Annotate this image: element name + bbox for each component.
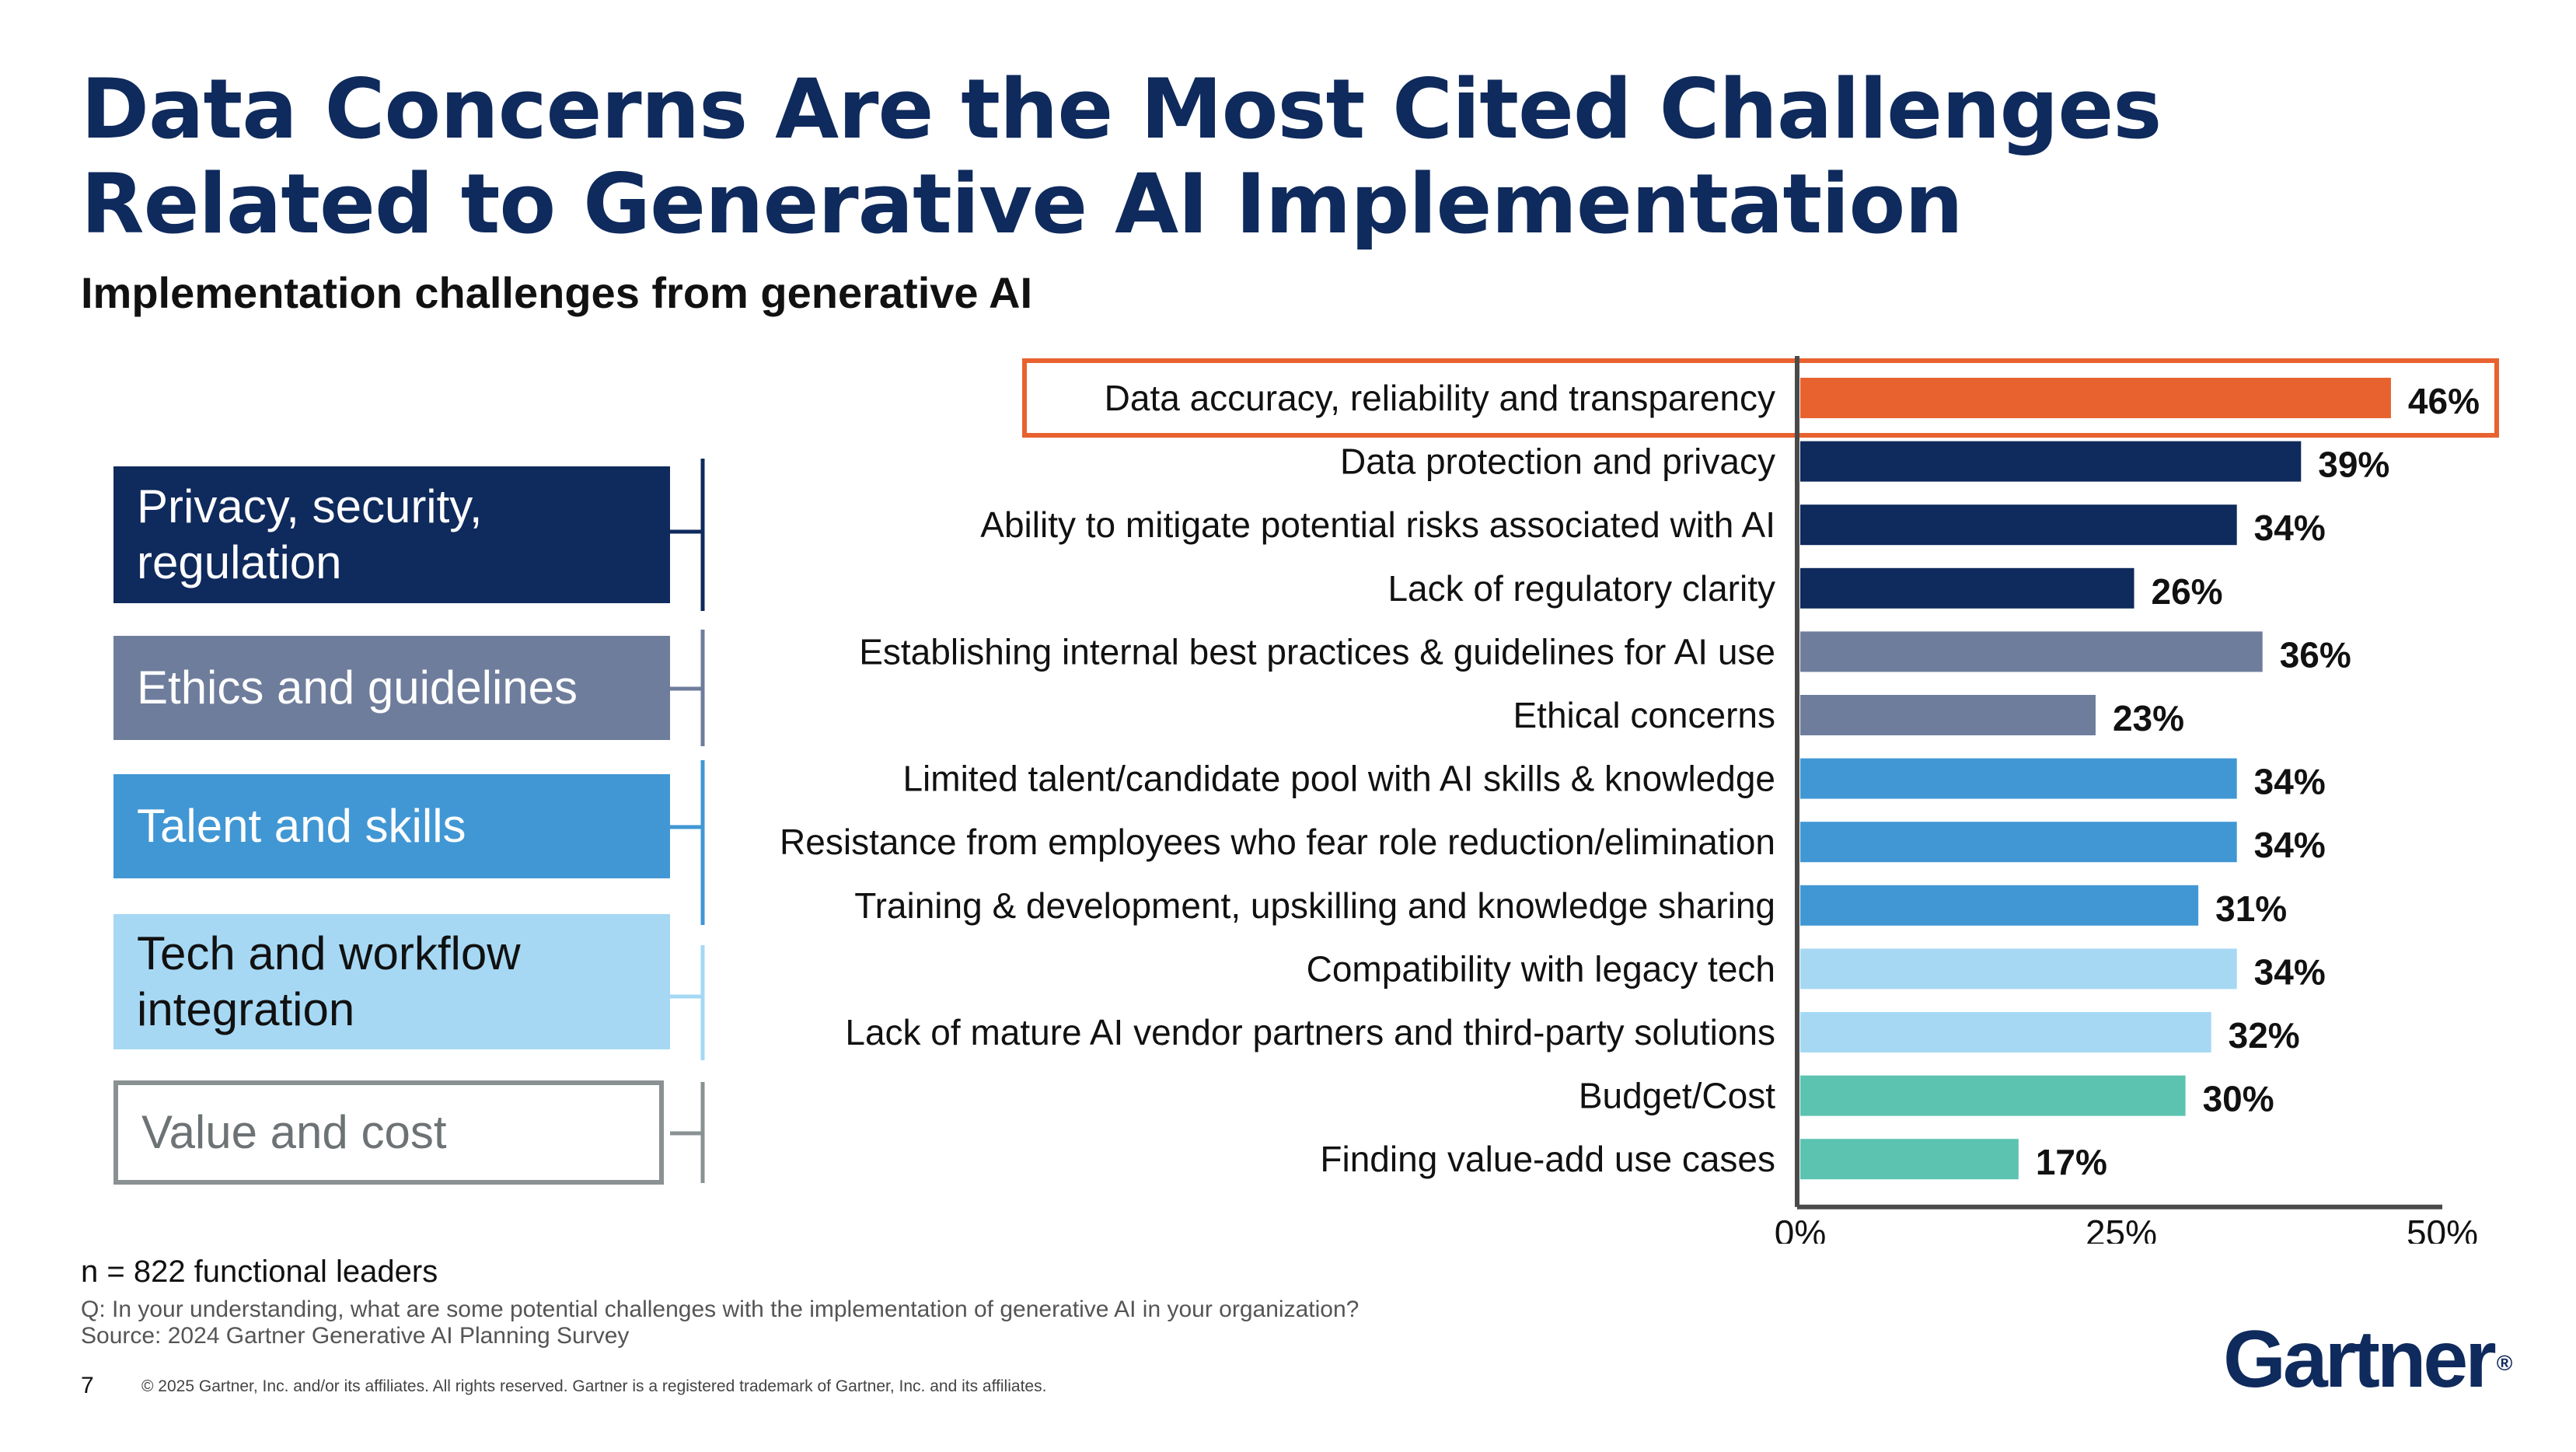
survey-question-note: Q: In your understanding, what are some … (81, 1297, 1360, 1322)
category-label-7: Limited talent/candidate pool with AI sk… (902, 759, 1775, 799)
value-label-8: 34% (2254, 825, 2326, 865)
value-label-9: 31% (2215, 888, 2287, 929)
value-label-13: 17% (2036, 1142, 2107, 1182)
bar-7 (1800, 758, 2237, 799)
value-label-11: 32% (2229, 1015, 2300, 1056)
highlight-box (1022, 358, 2499, 438)
group-box-tech: Tech and workflow integration (113, 914, 670, 1049)
value-label-2: 39% (2318, 445, 2389, 485)
bar-8 (1800, 822, 2237, 863)
registered-mark: ® (2496, 1351, 2513, 1375)
group-label-talent: Talent and skills (137, 800, 466, 852)
bar-13 (1800, 1139, 2019, 1180)
title-line-1: Data Concerns Are the Most Cited Challen… (81, 61, 2162, 157)
bar-4 (1800, 567, 2134, 609)
sample-size-note: n = 822 functional leaders (81, 1255, 438, 1289)
bar-5 (1800, 631, 2263, 672)
value-label-10: 34% (2254, 951, 2326, 992)
category-label-6: Ethical concerns (1513, 695, 1776, 735)
category-label-9: Training & development, upskilling and k… (854, 885, 1775, 926)
bar-3 (1800, 504, 2237, 546)
group-label-ethics: Ethics and guidelines (137, 661, 578, 714)
category-label-2: Data protection and privacy (1340, 442, 1775, 482)
bar-6 (1800, 695, 2096, 735)
category-label-8: Resistance from employees who fear role … (780, 822, 1775, 862)
category-label-3: Ability to mitigate potential risks asso… (980, 504, 1775, 545)
value-label-3: 34% (2254, 508, 2326, 548)
group-label-privacy: Privacy, security, regulation (137, 480, 483, 588)
group-box-talent: Talent and skills (113, 774, 670, 878)
group-label-value: Value and cost (141, 1106, 447, 1158)
page-title: Data Concerns Are the Most Cited Challen… (81, 61, 2162, 252)
source-note: Source: 2024 Gartner Generative AI Plann… (81, 1323, 630, 1349)
value-label-4: 26% (2152, 571, 2223, 612)
bar-11 (1800, 1012, 2211, 1052)
x-tick-label-2: 25% (2086, 1213, 2157, 1244)
page-number: 7 (81, 1373, 94, 1398)
group-box-value: Value and cost (113, 1080, 664, 1185)
category-label-13: Finding value-add use cases (1320, 1139, 1775, 1179)
group-box-ethics: Ethics and guidelines (113, 636, 670, 740)
category-label-11: Lack of mature AI vendor partners and th… (845, 1012, 1775, 1052)
bar-9 (1800, 885, 2199, 926)
value-label-6: 23% (2113, 698, 2184, 738)
bar-12 (1800, 1075, 2186, 1116)
chart-subtitle: Implementation challenges from generativ… (81, 268, 1033, 317)
bar-10 (1800, 948, 2237, 990)
value-label-5: 36% (2280, 634, 2351, 675)
logo-text: Gartner (2223, 1314, 2497, 1405)
gartner-logo: Gartner ® (2223, 1314, 2512, 1406)
group-label-tech: Tech and workflow integration (137, 927, 521, 1035)
copyright-notice: © 2025 Gartner, Inc. and/or its affiliat… (141, 1377, 1047, 1395)
x-tick-label-1: 0% (1775, 1213, 1826, 1244)
category-label-10: Compatibility with legacy tech (1307, 948, 1775, 989)
category-label-1: Data accuracy, reliability and transpare… (1105, 378, 1775, 418)
category-label-12: Budget/Cost (1579, 1076, 1775, 1116)
bar-2 (1800, 441, 2302, 482)
group-box-privacy: Privacy, security, regulation (113, 466, 670, 603)
category-label-4: Lack of regulatory clarity (1387, 568, 1775, 609)
title-line-2: Related to Generative AI Implementation (81, 156, 1963, 252)
category-label-5: Establishing internal best practices & g… (859, 631, 1775, 672)
x-tick-label-3: 50% (2407, 1213, 2478, 1244)
value-label-7: 34% (2254, 762, 2326, 802)
value-label-12: 30% (2203, 1079, 2274, 1119)
bar-1 (1800, 378, 2391, 418)
bar-chart: Data accuracy, reliability and transpare… (670, 356, 2499, 1244)
value-label-1: 46% (2408, 381, 2480, 421)
